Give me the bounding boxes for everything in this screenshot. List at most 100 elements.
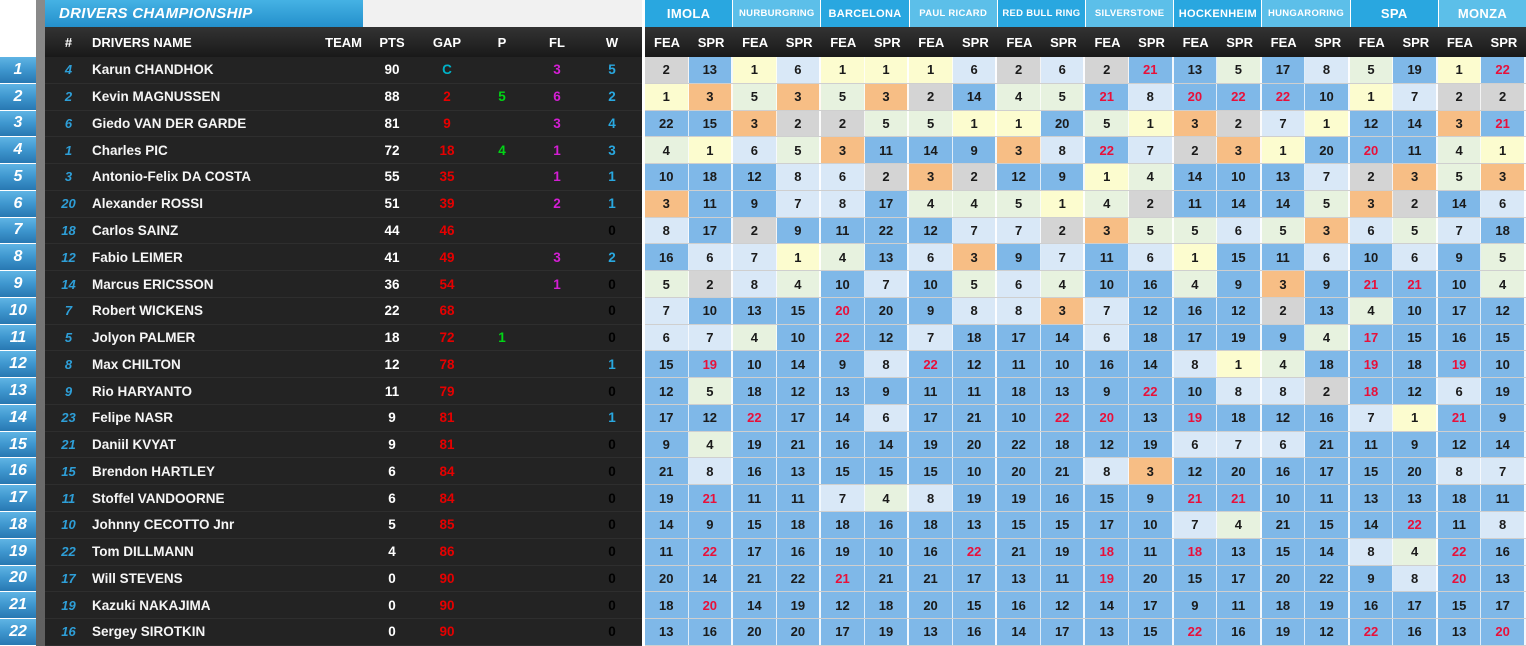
result-cell: 1 xyxy=(821,57,865,83)
result-cell: 8 xyxy=(733,271,777,297)
result-cell: 4 xyxy=(821,244,865,271)
result-cell: 15 xyxy=(909,458,953,485)
result-cell: 19 xyxy=(952,485,998,512)
result-cell: 15 xyxy=(1085,485,1130,512)
position-badge: 13 xyxy=(0,378,36,404)
driver-name: Charles PIC xyxy=(92,142,168,158)
position-badge: 17 xyxy=(0,485,36,512)
driver-gap: 72 xyxy=(439,330,455,346)
result-cell: 20 xyxy=(1349,137,1394,164)
result-cell: 5 xyxy=(1217,57,1262,83)
result-cell: 15 xyxy=(1173,565,1218,592)
result-cell: 15 xyxy=(1261,538,1306,565)
result-cell: 18 xyxy=(776,512,822,538)
standings-row: 21 Daniil KVYAT 9 81 0 xyxy=(45,432,642,459)
result-cell: 16 xyxy=(997,592,1041,619)
result-cell: 6 xyxy=(776,57,822,83)
result-cell: 20 xyxy=(952,431,998,458)
result-cell: 6 xyxy=(1173,431,1218,458)
result-cell: 9 xyxy=(688,512,734,538)
result-cell: 12 xyxy=(688,404,734,431)
circuit-header-monza: MONZA xyxy=(1438,0,1526,27)
result-cell: 11 xyxy=(1217,592,1262,619)
result-cell: 2 xyxy=(1217,110,1262,137)
result-cell: 13 xyxy=(776,458,822,485)
circuit-header-silverstone: SILVERSTONE xyxy=(1086,0,1174,27)
result-cell: 12 xyxy=(1040,592,1086,619)
result-cell: 18 xyxy=(1217,404,1262,431)
result-cell: 22 xyxy=(1040,404,1086,431)
result-cell: 12 xyxy=(1217,297,1262,324)
result-cell: 12 xyxy=(864,324,910,351)
result-cell: 9 xyxy=(1040,164,1086,190)
driver-number: 2 xyxy=(64,89,73,105)
driver-number: 8 xyxy=(64,356,73,372)
result-cell: 7 xyxy=(645,297,689,324)
result-cell: 2 xyxy=(1085,57,1130,83)
session-header-spr: SPR xyxy=(961,34,989,50)
result-cell: 11 xyxy=(952,378,998,404)
result-cell: 8 xyxy=(1437,458,1482,485)
result-cell: 19 xyxy=(1040,538,1086,565)
standings-row: 18 Carlos SAINZ 44 46 0 xyxy=(45,218,642,245)
results-row: 8 17 2 9 11 22 12 7 7 2 3 5 5 6 5 3 6 5 7 18 xyxy=(645,217,1526,245)
result-cell: 13 xyxy=(1085,619,1130,645)
driver-gap: 90 xyxy=(439,624,455,640)
result-cell: 6 xyxy=(1040,57,1086,83)
result-cell: 7 xyxy=(909,324,953,351)
driver-points: 90 xyxy=(384,62,400,78)
result-cell: 3 xyxy=(1393,164,1438,190)
result-cell: 3 xyxy=(1085,217,1130,244)
driver-gap: 49 xyxy=(439,249,455,265)
result-cell: 8 xyxy=(645,217,689,244)
result-cell: 1 xyxy=(864,57,910,83)
result-cell: 19 xyxy=(1305,592,1350,619)
driver-name: Alexander ROSSI xyxy=(92,196,204,212)
result-cell: 5 xyxy=(1261,217,1306,244)
result-cell: 20 xyxy=(733,619,777,645)
result-cell: 5 xyxy=(1481,244,1526,271)
driver-points: 6 xyxy=(388,463,396,479)
driver-number: 22 xyxy=(61,544,76,560)
result-cell: 20 xyxy=(776,619,822,645)
result-cell: 7 xyxy=(864,271,910,297)
driver-wins: 1 xyxy=(608,410,616,426)
result-cell: 21 xyxy=(1305,431,1350,458)
result-cell: 9 xyxy=(1217,271,1262,297)
result-cell: 17 xyxy=(1173,324,1218,351)
result-cell: 21 xyxy=(821,565,865,592)
session-header-fea: FEA xyxy=(742,34,769,50)
result-cell: 8 xyxy=(909,485,953,512)
result-cell: 4 xyxy=(688,431,734,458)
result-cell: 5 xyxy=(1305,190,1350,217)
driver-wins: 0 xyxy=(608,437,616,453)
driver-fastlaps: 3 xyxy=(553,115,561,131)
result-cell: 18 xyxy=(645,592,689,619)
result-cell: 22 xyxy=(952,538,998,565)
result-cell: 11 xyxy=(821,217,865,244)
position-badge: 15 xyxy=(0,431,36,458)
result-cell: 2 xyxy=(1040,217,1086,244)
session-header-spr: SPR xyxy=(1138,34,1165,50)
result-cell: 8 xyxy=(1173,351,1218,378)
driver-number: 21 xyxy=(61,437,76,453)
result-cell: 3 xyxy=(688,83,734,110)
result-cell: 3 xyxy=(1481,164,1526,190)
result-cell: 14 xyxy=(733,592,777,619)
driver-wins: 0 xyxy=(608,463,616,479)
driver-number: 15 xyxy=(61,463,76,479)
result-cell: 2 xyxy=(1173,137,1218,164)
driver-points: 0 xyxy=(388,597,396,613)
position-badge: 3 xyxy=(0,110,36,137)
result-cell: 12 xyxy=(821,592,865,619)
result-cell: 12 xyxy=(1129,297,1174,324)
result-cell: 6 xyxy=(645,324,689,351)
position-badge: 18 xyxy=(0,512,36,538)
driver-number: 16 xyxy=(61,624,76,640)
result-cell: 2 xyxy=(997,57,1041,83)
result-cell: 22 xyxy=(1085,137,1130,164)
result-cell: 10 xyxy=(1040,351,1086,378)
driver-gap: 90 xyxy=(439,597,455,613)
result-cell: 3 xyxy=(1437,110,1482,137)
driver-name: Stoffel VANDOORNE xyxy=(92,490,225,506)
